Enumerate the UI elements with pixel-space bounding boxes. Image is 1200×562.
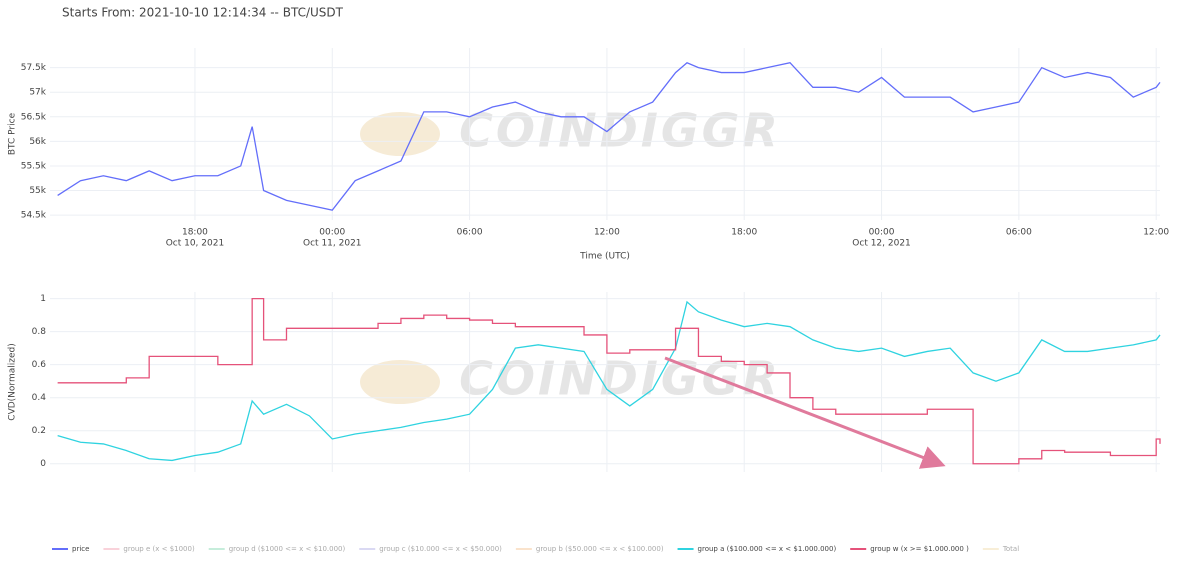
legend-label[interactable]: group w (x >= $1.000.000 )	[870, 545, 969, 553]
annotation-arrow	[664, 356, 946, 469]
y-tick-label: 0.8	[32, 327, 47, 337]
x-tick-date: Oct 10, 2021	[166, 239, 225, 249]
y-axis-title: CVD(Normalized)	[8, 343, 18, 420]
y-tick-label: 0	[40, 459, 46, 469]
legend-label[interactable]: Total	[1002, 545, 1019, 553]
x-tick-label: 06:00	[457, 228, 483, 238]
y-tick-label: 56k	[29, 137, 46, 147]
watermark: COINDIGGR	[459, 104, 781, 158]
watermark-logo	[360, 112, 440, 156]
x-axis-title: Time (UTC)	[579, 252, 630, 262]
x-tick-label: 12:00	[1143, 228, 1169, 238]
watermark-logo	[360, 360, 440, 404]
legend-label[interactable]: group e (x < $1000)	[123, 545, 195, 553]
y-tick-label: 0.6	[32, 360, 47, 370]
y-axis-title: BTC Price	[8, 112, 18, 155]
legend-label[interactable]: group a ($100.000 <= x < $1.000.000)	[698, 545, 837, 553]
series-line	[57, 300, 1161, 462]
y-tick-label: 57k	[29, 88, 46, 98]
x-tick-label: 18:00	[731, 228, 757, 238]
x-tick-label: 00:00	[319, 228, 345, 238]
watermark: COINDIGGR	[459, 352, 781, 406]
x-tick-label: 06:00	[1006, 228, 1032, 238]
x-tick-date: Oct 12, 2021	[852, 239, 911, 249]
y-tick-label: 0.4	[32, 393, 47, 403]
x-tick-label: 00:00	[869, 228, 895, 238]
x-tick-label: 18:00	[182, 228, 208, 238]
y-tick-label: 54.5k	[21, 211, 47, 221]
legend-label[interactable]: group d ($1000 <= x < $10.000)	[229, 545, 346, 553]
x-tick-label: 12:00	[594, 228, 620, 238]
y-tick-label: 55.5k	[21, 161, 47, 171]
y-tick-label: 55k	[29, 186, 46, 196]
legend-label[interactable]: group b ($50.000 <= x < $100.000)	[536, 545, 664, 553]
x-tick-date: Oct 11, 2021	[303, 239, 362, 249]
legend-label[interactable]: group c ($10.000 <= x < $50.000)	[379, 545, 502, 553]
legend-label[interactable]: price	[72, 545, 89, 553]
page-title: Starts From: 2021-10-10 12:14:34 -- BTC/…	[62, 6, 344, 20]
y-tick-label: 0.2	[32, 426, 46, 436]
series-line	[57, 61, 1161, 211]
series-line	[57, 297, 1161, 465]
y-tick-label: 1	[40, 294, 46, 304]
y-tick-label: 57.5k	[21, 63, 47, 73]
y-tick-label: 56.5k	[21, 112, 47, 122]
